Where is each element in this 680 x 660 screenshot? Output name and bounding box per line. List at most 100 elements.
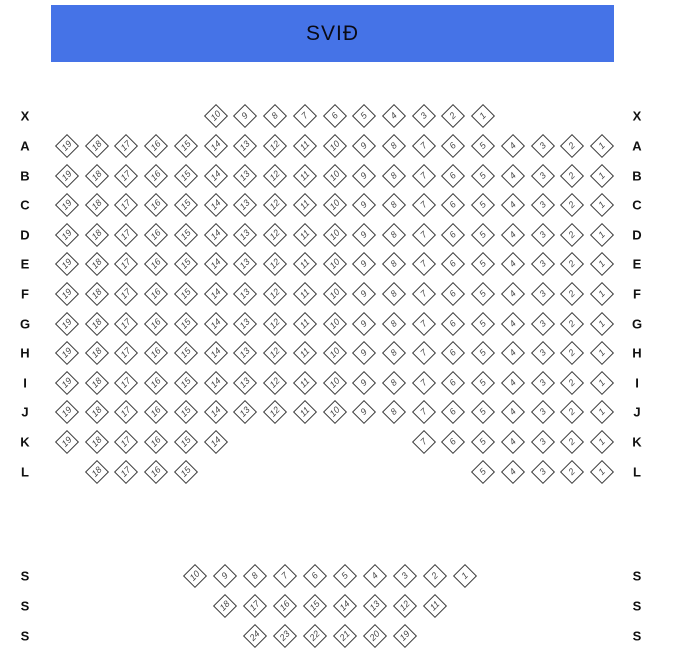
- seat[interactable]: 9: [352, 193, 377, 218]
- seat[interactable]: 15: [173, 311, 198, 336]
- seat[interactable]: 2: [560, 252, 585, 277]
- seat[interactable]: 18: [84, 370, 109, 395]
- seat[interactable]: 16: [144, 281, 169, 307]
- seat[interactable]: 3: [530, 400, 555, 425]
- seat[interactable]: 1: [589, 429, 615, 455]
- seat[interactable]: 9: [233, 104, 258, 129]
- seat[interactable]: 4: [500, 163, 525, 188]
- seat[interactable]: 2: [560, 133, 585, 159]
- seat[interactable]: 7: [411, 193, 436, 218]
- seat[interactable]: 15: [302, 593, 328, 619]
- seat[interactable]: 7: [411, 133, 436, 159]
- seat[interactable]: 15: [173, 370, 198, 395]
- seat[interactable]: 5: [352, 104, 377, 129]
- seat[interactable]: 5: [332, 563, 358, 589]
- seat[interactable]: 12: [263, 193, 288, 218]
- seat[interactable]: 15: [173, 281, 198, 307]
- seat[interactable]: 11: [292, 222, 317, 247]
- seat[interactable]: 3: [530, 429, 555, 455]
- seat[interactable]: 18: [84, 222, 109, 247]
- seat[interactable]: 3: [530, 341, 555, 366]
- seat[interactable]: 6: [441, 341, 466, 366]
- seat[interactable]: 17: [242, 593, 268, 619]
- seat[interactable]: 11: [292, 341, 317, 366]
- seat[interactable]: 12: [263, 133, 288, 159]
- seat[interactable]: 10: [322, 193, 347, 218]
- seat[interactable]: 13: [233, 370, 258, 395]
- seat[interactable]: 19: [55, 370, 80, 395]
- seat[interactable]: 9: [352, 311, 377, 336]
- seat[interactable]: 3: [530, 370, 555, 395]
- seat[interactable]: 15: [173, 163, 198, 188]
- seat[interactable]: 8: [381, 400, 406, 425]
- seat[interactable]: 6: [441, 193, 466, 218]
- seat[interactable]: 2: [560, 222, 585, 247]
- seat[interactable]: 5: [471, 252, 496, 277]
- seat[interactable]: 7: [411, 222, 436, 247]
- seat[interactable]: 5: [471, 400, 496, 425]
- seat[interactable]: 8: [263, 104, 288, 129]
- seat[interactable]: 1: [471, 104, 496, 129]
- seat[interactable]: 13: [233, 163, 258, 188]
- seat[interactable]: 15: [173, 133, 198, 159]
- seat[interactable]: 18: [84, 133, 109, 159]
- seat[interactable]: 17: [114, 459, 139, 484]
- seat[interactable]: 14: [203, 252, 228, 277]
- seat[interactable]: 10: [322, 222, 347, 247]
- seat[interactable]: 14: [203, 193, 228, 218]
- seat[interactable]: 2: [560, 459, 585, 484]
- seat[interactable]: 3: [530, 133, 555, 159]
- seat[interactable]: 15: [173, 193, 198, 218]
- seat[interactable]: 8: [381, 252, 406, 277]
- seat[interactable]: 16: [144, 459, 169, 484]
- seat[interactable]: 19: [55, 341, 80, 366]
- seat[interactable]: 1: [589, 341, 615, 366]
- seat[interactable]: 14: [203, 429, 228, 455]
- seat[interactable]: 15: [173, 429, 198, 455]
- seat[interactable]: 14: [203, 311, 228, 336]
- seat[interactable]: 13: [233, 252, 258, 277]
- seat[interactable]: 8: [242, 563, 268, 589]
- seat[interactable]: 2: [560, 341, 585, 366]
- seat[interactable]: 17: [114, 133, 139, 159]
- seat[interactable]: 5: [471, 341, 496, 366]
- seat[interactable]: 17: [114, 193, 139, 218]
- seat[interactable]: 2: [560, 311, 585, 336]
- seat[interactable]: 24: [242, 623, 268, 649]
- seat[interactable]: 13: [233, 311, 258, 336]
- seat[interactable]: 12: [263, 341, 288, 366]
- seat[interactable]: 4: [500, 370, 525, 395]
- seat[interactable]: 2: [560, 281, 585, 307]
- seat[interactable]: 8: [381, 281, 406, 307]
- seat[interactable]: 2: [560, 163, 585, 188]
- seat[interactable]: 8: [381, 133, 406, 159]
- seat[interactable]: 2: [560, 370, 585, 395]
- seat[interactable]: 14: [203, 281, 228, 307]
- seat[interactable]: 1: [589, 311, 615, 336]
- seat[interactable]: 18: [84, 311, 109, 336]
- seat[interactable]: 19: [55, 311, 80, 336]
- seat[interactable]: 4: [500, 281, 525, 307]
- seat[interactable]: 5: [471, 133, 496, 159]
- seat[interactable]: 16: [144, 370, 169, 395]
- seat[interactable]: 1: [589, 133, 615, 159]
- seat[interactable]: 3: [530, 281, 555, 307]
- seat[interactable]: 13: [233, 133, 258, 159]
- seat[interactable]: 4: [500, 429, 525, 455]
- seat[interactable]: 14: [203, 370, 228, 395]
- seat[interactable]: 10: [322, 163, 347, 188]
- seat[interactable]: 1: [589, 252, 615, 277]
- seat[interactable]: 10: [322, 341, 347, 366]
- seat[interactable]: 4: [500, 252, 525, 277]
- seat[interactable]: 7: [411, 281, 436, 307]
- seat[interactable]: 18: [84, 400, 109, 425]
- seat[interactable]: 9: [352, 163, 377, 188]
- seat[interactable]: 6: [441, 133, 466, 159]
- seat[interactable]: 6: [441, 429, 466, 455]
- seat[interactable]: 13: [233, 341, 258, 366]
- seat[interactable]: 15: [173, 252, 198, 277]
- seat[interactable]: 2: [422, 563, 448, 589]
- seat[interactable]: 7: [411, 370, 436, 395]
- seat[interactable]: 2: [560, 400, 585, 425]
- seat[interactable]: 6: [441, 281, 466, 307]
